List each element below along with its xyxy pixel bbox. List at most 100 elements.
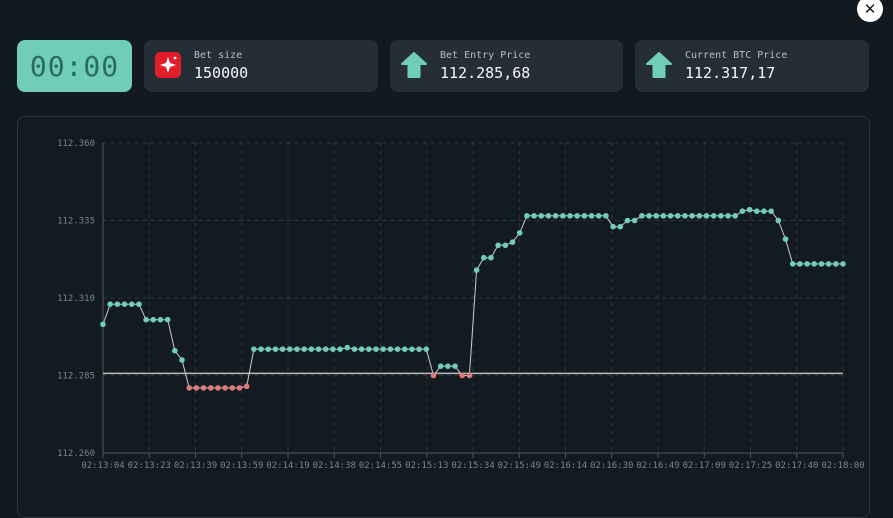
bet-entry-price-value: 112.285,68 xyxy=(440,64,531,82)
x-tick-label: 02:15:13 xyxy=(405,461,448,471)
price-point xyxy=(128,301,135,308)
price-point xyxy=(746,206,753,213)
price-point xyxy=(322,346,329,352)
price-point xyxy=(236,385,243,391)
price-point xyxy=(560,213,566,219)
countdown-timer: 00:00 xyxy=(17,40,132,92)
x-tick-label: 02:15:34 xyxy=(451,461,494,471)
price-point xyxy=(674,213,681,219)
x-tick-label: 02:16:14 xyxy=(544,461,587,471)
price-point xyxy=(186,385,193,391)
price-point xyxy=(509,239,516,245)
price-points xyxy=(100,206,846,391)
arrow-up-icon xyxy=(646,52,672,78)
price-point xyxy=(366,346,372,352)
price-point xyxy=(229,385,236,391)
y-tick-label: 112.360 xyxy=(57,139,95,149)
price-point xyxy=(552,213,559,219)
price-point xyxy=(222,385,228,391)
price-point xyxy=(703,213,710,219)
x-tick-label: 02:16:49 xyxy=(636,461,679,471)
current-btc-price-label: Current BTC Price xyxy=(685,50,788,61)
price-point xyxy=(789,261,796,267)
price-point xyxy=(265,346,272,352)
price-point xyxy=(660,213,667,219)
price-point xyxy=(179,357,185,363)
price-point xyxy=(387,346,394,352)
price-point xyxy=(624,217,631,224)
price-point xyxy=(732,213,739,219)
bet-size-value: 150000 xyxy=(194,64,249,82)
price-point xyxy=(696,213,703,219)
price-point xyxy=(782,236,789,242)
price-point xyxy=(107,301,113,308)
price-point xyxy=(136,301,142,308)
current-btc-price-value: 112.317,17 xyxy=(685,64,776,82)
y-tick-label: 112.260 xyxy=(57,449,95,459)
price-point xyxy=(574,213,580,219)
price-point xyxy=(682,213,688,219)
price-point xyxy=(172,347,178,354)
current-btc-price-card: Current BTC Price 112.317,17 xyxy=(635,40,869,92)
price-point xyxy=(315,346,322,352)
price-point xyxy=(538,213,545,219)
arrow-up-icon xyxy=(401,52,427,78)
price-point xyxy=(825,261,832,267)
price-point xyxy=(567,213,573,219)
price-point xyxy=(215,385,221,391)
price-point xyxy=(143,316,149,323)
price-point xyxy=(531,213,537,219)
price-point xyxy=(114,301,121,308)
price-point xyxy=(466,372,473,379)
price-point xyxy=(121,301,128,308)
price-point xyxy=(725,213,731,219)
x-tick-label: 02:14:38 xyxy=(313,461,356,471)
price-point xyxy=(437,363,444,370)
price-point xyxy=(631,217,638,224)
price-point xyxy=(279,346,286,352)
close-button[interactable]: ✕ xyxy=(857,0,883,22)
price-point xyxy=(495,242,501,249)
x-tick-label: 02:13:23 xyxy=(128,461,171,471)
sparkle-icon xyxy=(155,52,181,78)
price-point xyxy=(193,385,200,391)
price-point xyxy=(394,346,401,352)
price-point xyxy=(524,213,530,219)
price-point xyxy=(243,383,250,390)
price-point xyxy=(818,261,825,267)
bet-entry-price-label: Bet Entry Price xyxy=(440,50,531,61)
price-point xyxy=(373,346,379,352)
y-tick-label: 112.335 xyxy=(57,217,95,227)
price-point xyxy=(710,213,717,219)
price-point xyxy=(416,346,422,352)
price-point xyxy=(157,316,164,323)
x-axis-ticks: 02:13:04 02:13:23 02:13:39 02:13:59 02:14:19… xyxy=(81,461,864,471)
price-chart-panel xyxy=(17,116,870,518)
x-tick-label: 02:13:39 xyxy=(174,461,217,471)
chart-grid xyxy=(102,142,844,454)
price-point xyxy=(488,254,494,261)
price-point xyxy=(258,346,264,352)
price-point xyxy=(401,346,408,352)
price-point xyxy=(761,208,767,214)
price-point xyxy=(251,346,257,352)
price-point xyxy=(272,346,279,352)
price-point xyxy=(150,316,157,323)
y-tick-label: 112.285 xyxy=(57,372,95,382)
x-tick-label: 02:17:09 xyxy=(683,461,726,471)
price-point xyxy=(452,363,458,370)
price-point xyxy=(430,372,437,379)
price-point xyxy=(797,261,803,267)
price-point xyxy=(603,213,609,219)
price-point xyxy=(100,321,106,328)
price-point xyxy=(739,208,746,214)
x-tick-label: 02:13:04 xyxy=(81,461,124,471)
price-point xyxy=(545,213,552,219)
price-point xyxy=(330,346,336,352)
price-point xyxy=(588,213,595,219)
price-point xyxy=(459,372,466,379)
x-tick-label: 02:18:00 xyxy=(821,461,864,471)
x-tick-label: 02:13:59 xyxy=(220,461,263,471)
timer-value: 00:00 xyxy=(29,49,120,83)
x-tick-label: 02:17:25 xyxy=(729,461,772,471)
